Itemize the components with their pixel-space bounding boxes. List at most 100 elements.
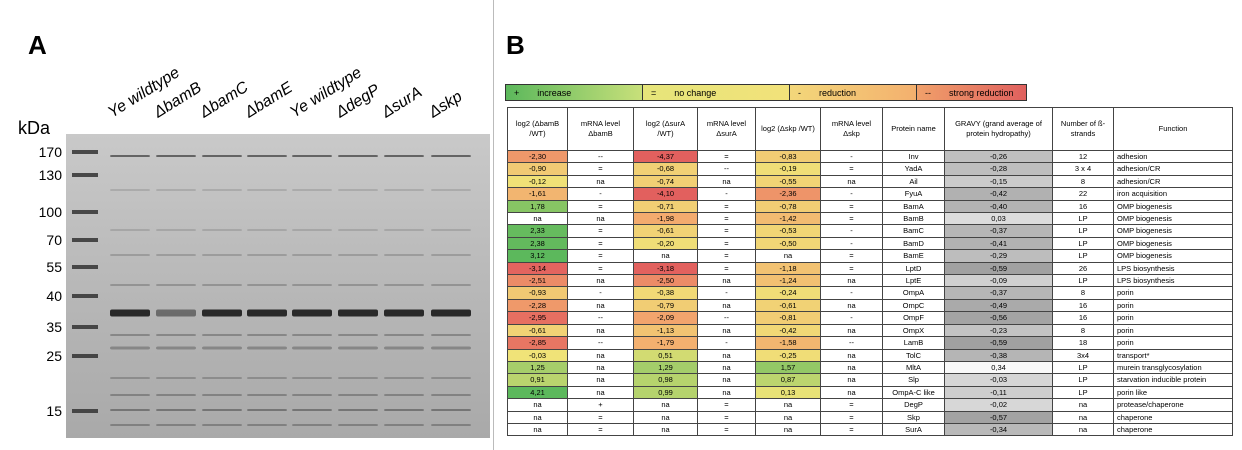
table-cell: -0,03	[945, 374, 1053, 386]
table-cell: -1,58	[756, 337, 821, 349]
table-cell: =	[568, 411, 634, 423]
gel-band	[384, 334, 424, 336]
table-cell: DegP	[883, 399, 945, 411]
table-cell: na	[821, 374, 883, 386]
table-cell: -0,49	[945, 299, 1053, 311]
table-cell: -1,98	[634, 213, 698, 225]
gel-band	[110, 347, 150, 350]
gel-band	[110, 229, 150, 231]
table-cell: -0,61	[634, 225, 698, 237]
table-cell: -0,20	[634, 237, 698, 249]
table-cell: LPS biosynthesis	[1114, 262, 1233, 274]
table-cell: -0,12	[508, 175, 568, 187]
table-cell: -2,95	[508, 312, 568, 324]
table-row: -2,30---4,37=-0,83-Inv-0,2612adhesion	[508, 151, 1233, 163]
header-cell: log2 (ΔsurA /WT)	[634, 108, 698, 151]
gel-band	[156, 310, 196, 317]
table-row: -2,28na-0,79na-0,61naOmpC-0,4916porin	[508, 299, 1233, 311]
table-cell: na	[698, 175, 756, 187]
legend-symbol: +	[514, 88, 519, 98]
gel-band	[110, 189, 150, 191]
gel-band	[156, 409, 196, 411]
gel-band	[110, 409, 150, 411]
table-cell: 2,38	[508, 237, 568, 249]
table-cell: -0,78	[756, 200, 821, 212]
table-cell: LP	[1053, 213, 1114, 225]
table-cell: -0,37	[945, 225, 1053, 237]
table-cell: LP	[1053, 275, 1114, 287]
table-row: -2,85---1,79--1,58--LamB-0,5918porin	[508, 337, 1233, 349]
table-cell: -0,90	[508, 163, 568, 175]
table-cell: -3,18	[634, 262, 698, 274]
marker-label: 40	[46, 288, 62, 304]
table-cell: na	[568, 299, 634, 311]
marker-band	[72, 238, 98, 242]
table-cell: LP	[1053, 374, 1114, 386]
marker-label: 130	[39, 167, 63, 183]
table-cell: 12	[1053, 151, 1114, 163]
table-cell: 1,29	[634, 361, 698, 373]
gel-band	[156, 189, 196, 191]
header-cell: Function	[1114, 108, 1233, 151]
table-cell: 16	[1053, 299, 1114, 311]
gel-band	[156, 424, 196, 426]
table-cell: -0,42	[756, 324, 821, 336]
table-cell: porin	[1114, 337, 1233, 349]
lane-label: Δskp	[425, 88, 465, 122]
marker-label: 55	[46, 259, 62, 275]
lane-label: ΔsurA	[378, 84, 425, 122]
table-cell: chaperone	[1114, 423, 1233, 435]
table-cell: BamE	[883, 250, 945, 262]
table-cell: -0,29	[945, 250, 1053, 262]
gel-band	[292, 155, 332, 157]
gel-band	[338, 377, 378, 379]
table-cell: -0,11	[945, 386, 1053, 398]
gel-band	[156, 394, 196, 396]
table-cell: na	[821, 361, 883, 373]
marker-band	[72, 210, 98, 214]
gel-band	[384, 409, 424, 411]
marker-band	[72, 325, 98, 329]
table-cell: na	[508, 411, 568, 423]
legend: +increase=no change-reduction--strong re…	[505, 84, 1027, 101]
table-cell: -2,28	[508, 299, 568, 311]
table-cell: -0,74	[634, 175, 698, 187]
table-cell: FyuA	[883, 188, 945, 200]
table-cell: =	[568, 237, 634, 249]
table-cell: porin	[1114, 312, 1233, 324]
gel-band	[156, 347, 196, 350]
gel-band	[156, 284, 196, 286]
table-row: 2,33=-0,61=-0,53-BamC-0,37LPOMP biogenes…	[508, 225, 1233, 237]
table-cell: -0,26	[945, 151, 1053, 163]
gel-band	[247, 409, 287, 411]
gel-panel: kDa 170130100705540352515Ye wildtypeΔbam…	[0, 0, 493, 450]
table-cell: porin like	[1114, 386, 1233, 398]
table-cell: =	[698, 213, 756, 225]
gel-band	[384, 155, 424, 157]
table-cell: -	[821, 287, 883, 299]
gel-band	[384, 424, 424, 426]
table-row: nana-1,98=-1,42=BamB0,03LPOMP biogenesis	[508, 213, 1233, 225]
table-cell: na	[756, 399, 821, 411]
legend-symbol: -	[798, 88, 801, 98]
table-cell: YadA	[883, 163, 945, 175]
table-row: 1,78=-0,71=-0,78=BamA-0,4016OMP biogenes…	[508, 200, 1233, 212]
table-cell: =	[568, 423, 634, 435]
table-cell: LP	[1053, 361, 1114, 373]
table-cell: -0,93	[508, 287, 568, 299]
table-cell: OmpX	[883, 324, 945, 336]
gel-band	[431, 347, 471, 350]
table-cell: LP	[1053, 386, 1114, 398]
table-cell: =	[821, 262, 883, 274]
table-cell: -0,09	[945, 275, 1053, 287]
table-cell: OMP biogenesis	[1114, 250, 1233, 262]
table-cell: protease/chaperone	[1114, 399, 1233, 411]
table-cell: -0,37	[945, 287, 1053, 299]
table-cell: -0,59	[945, 337, 1053, 349]
gel-band	[110, 310, 150, 317]
table-cell: -1,24	[756, 275, 821, 287]
gel-band	[110, 284, 150, 286]
table-cell: 0,13	[756, 386, 821, 398]
gel-band	[247, 155, 287, 157]
table-cell: -0,56	[945, 312, 1053, 324]
